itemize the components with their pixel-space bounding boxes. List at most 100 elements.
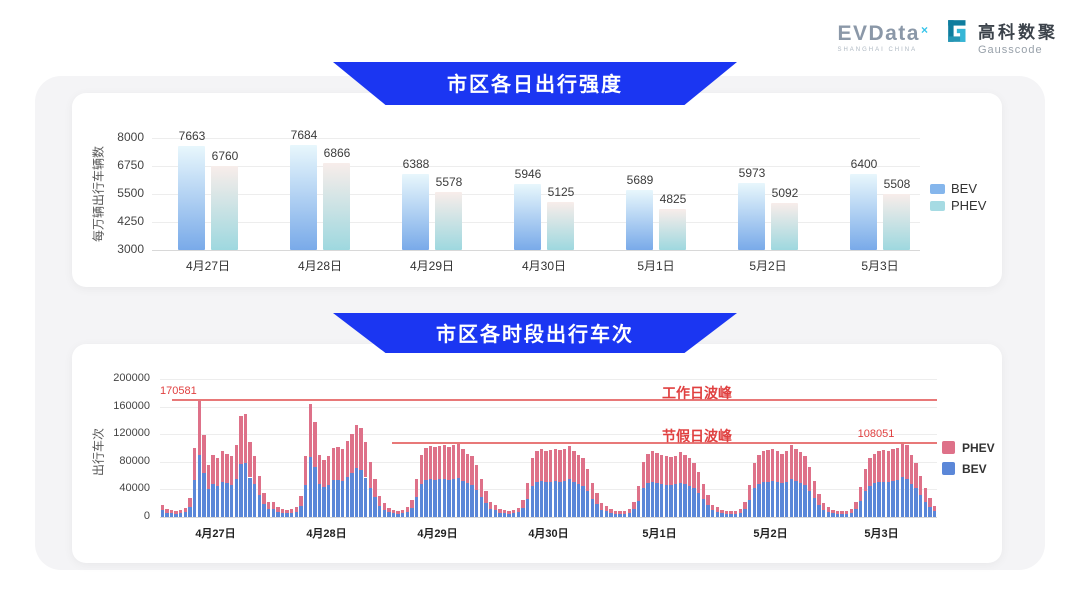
bev-bar <box>178 145 205 250</box>
chart2-title-banner: 市区各时段出行车次 <box>333 313 737 353</box>
phev-bar <box>336 446 340 480</box>
bev-bar <box>479 496 484 517</box>
bev-bar <box>294 511 299 517</box>
phev-bar <box>883 193 910 250</box>
phev-bar <box>442 445 447 479</box>
bev-bar <box>558 481 562 517</box>
phev-bar <box>562 449 567 482</box>
phev-bar <box>188 497 192 507</box>
phev-bar <box>183 508 188 513</box>
bev-bar <box>650 482 655 517</box>
bev-bar <box>530 485 534 517</box>
bev-bar <box>775 482 780 517</box>
bev-bar <box>220 482 225 517</box>
phev-bar <box>752 463 756 489</box>
legend-item-phev[interactable]: PHEV <box>930 198 1002 213</box>
phev-bar <box>387 508 391 513</box>
phev-bar <box>784 450 789 482</box>
phev-bar <box>465 453 470 484</box>
phev-bar <box>609 509 613 513</box>
workday_peak-value-label: 170581 <box>160 385 197 397</box>
y-tick-label: 120000 <box>113 427 150 440</box>
phev-bar <box>248 442 252 478</box>
phev-bar <box>789 445 793 479</box>
phev-bar <box>364 442 368 478</box>
bev-bar <box>562 481 567 517</box>
phev-bar <box>724 510 729 514</box>
bev-bar <box>784 481 789 517</box>
bev-bar <box>826 511 830 517</box>
bev-bar <box>322 486 326 517</box>
phev-bar <box>701 483 706 500</box>
bev-bar <box>872 483 877 517</box>
bev-bar <box>845 513 849 517</box>
bev-bar <box>905 478 909 517</box>
phev-bar <box>373 479 377 497</box>
gridline <box>160 517 937 518</box>
phev-bar <box>687 458 692 486</box>
phev-bar <box>849 508 854 513</box>
phev-bar <box>451 444 456 479</box>
phev-bar <box>243 414 248 463</box>
y-tick-label: 80000 <box>119 454 150 467</box>
bev-bar <box>761 482 766 517</box>
holiday_peak-label: 节假日波峰 <box>662 428 732 444</box>
bev-bar <box>835 514 840 517</box>
phev-bar <box>239 416 243 464</box>
bev-bar <box>451 478 456 517</box>
phev-bar <box>229 456 234 485</box>
phev-value-label: 5578 <box>435 175 463 190</box>
phev-bar <box>331 448 336 481</box>
phev-bar <box>327 456 331 485</box>
phev-bar <box>623 510 627 514</box>
bev-bar <box>549 481 553 517</box>
phev-bar <box>424 448 428 481</box>
bev-bar <box>470 484 474 517</box>
bev-bar <box>456 477 460 517</box>
phev-bar <box>886 450 891 482</box>
bev-bar <box>590 498 595 517</box>
phev-bar <box>308 403 312 457</box>
phev-bar <box>253 455 257 485</box>
phev-bar <box>525 482 530 499</box>
phev-legend-swatch-icon <box>930 201 945 211</box>
phev-bar <box>512 510 516 514</box>
phev-bar <box>447 446 451 480</box>
y-tick-label: 4250 <box>117 214 144 228</box>
bev-bar <box>706 505 710 517</box>
bev-bar <box>336 479 340 517</box>
phev-bar <box>216 458 220 486</box>
legend-item-phev[interactable]: PHEV <box>942 440 1002 455</box>
bev-bar <box>276 511 280 517</box>
holiday_peak-line <box>392 442 937 444</box>
bev-bar <box>512 513 516 517</box>
bev-bar <box>539 481 544 517</box>
bev-bar <box>299 506 303 517</box>
bev-bar <box>858 500 863 517</box>
bev-bar <box>808 490 812 517</box>
x-tick-label: 5月2日 <box>749 259 787 273</box>
legend-item-bev[interactable]: BEV <box>930 181 1002 196</box>
bev-bar <box>632 508 636 517</box>
phev-bar <box>650 451 655 483</box>
phev-bar <box>567 445 571 480</box>
bev-bar <box>488 508 493 517</box>
phev-bar <box>433 447 437 481</box>
bev-legend-swatch-icon <box>942 462 955 475</box>
bev-bar <box>373 496 377 517</box>
bev-bar <box>868 485 872 517</box>
bev-bar <box>331 480 336 517</box>
bev-bar <box>669 485 673 517</box>
phev-bar <box>160 504 164 511</box>
legend-item-bev[interactable]: BEV <box>942 461 1002 476</box>
phev-bar <box>706 494 710 506</box>
phev-bar <box>179 510 183 514</box>
bev-legend-swatch-icon <box>930 184 945 194</box>
phev-bar <box>276 507 280 512</box>
phev-bar <box>826 507 830 512</box>
bev-bar <box>909 484 914 517</box>
bev-bar <box>895 480 900 517</box>
bev-bar <box>243 462 248 517</box>
bev-bar <box>734 513 738 517</box>
phev-value-label: 5508 <box>883 176 911 191</box>
